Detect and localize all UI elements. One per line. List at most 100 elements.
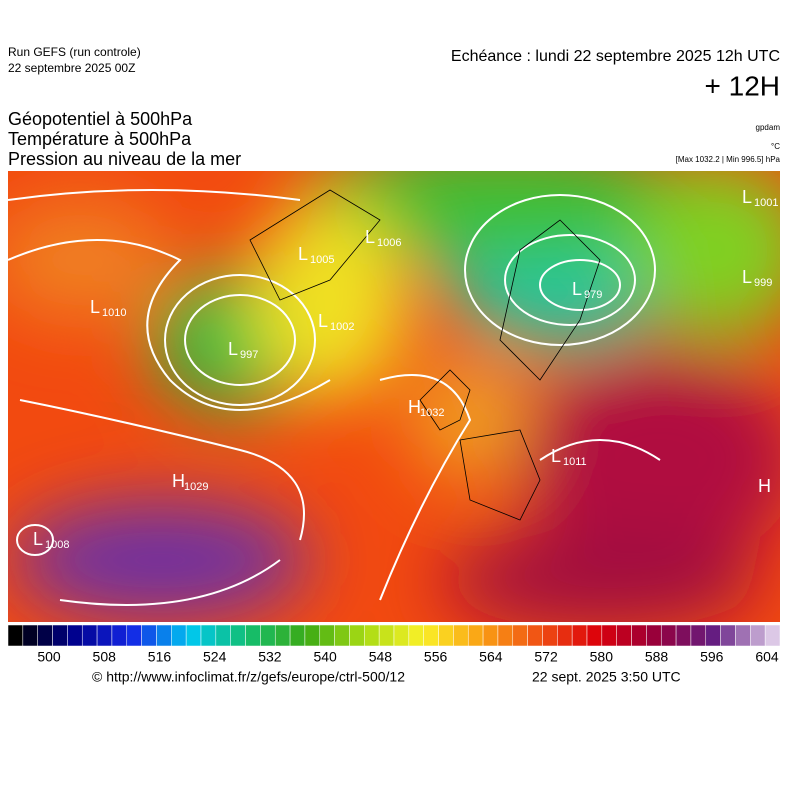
center-value: 997 — [240, 349, 258, 361]
colorbar-swatch — [616, 624, 632, 647]
colorbar-swatch — [52, 624, 68, 647]
colorbar-swatch — [542, 624, 558, 647]
colorbar-swatch — [720, 624, 736, 647]
unit: gpdam — [756, 123, 781, 132]
colorbar-swatch — [156, 624, 172, 647]
lead: + 12H — [705, 70, 781, 101]
colorbar-label: 524 — [203, 649, 227, 665]
center-letter: L — [318, 311, 328, 331]
colorbar-label: 508 — [93, 649, 117, 665]
center-letter: L — [551, 446, 561, 466]
colorbar-swatch — [126, 624, 142, 647]
center-value: 1011 — [563, 456, 587, 468]
colorbar-label: 580 — [590, 649, 614, 665]
run-date: 22 septembre 2025 00Z — [8, 61, 135, 75]
center-letter: L — [572, 279, 582, 299]
colorbar-swatch — [245, 624, 261, 647]
colorbar-swatch — [171, 624, 187, 647]
center-letter: L — [228, 339, 238, 359]
colorbar-swatch — [467, 624, 484, 647]
colorbar-swatch — [527, 624, 543, 647]
title: Température à 500hPa — [8, 129, 192, 149]
colorbar-swatch — [96, 624, 113, 647]
colorbar-swatch — [200, 624, 217, 647]
center-letter: H — [408, 397, 421, 417]
title: Pression au niveau de la mer — [8, 149, 241, 169]
colorbar-swatch — [438, 624, 454, 647]
colorbar-swatch — [586, 624, 603, 647]
colorbar-swatch — [571, 624, 588, 647]
colorbar-swatch — [274, 624, 291, 647]
colorbar-swatch — [512, 624, 528, 647]
colorbar-swatch — [660, 624, 677, 647]
source: © http://www.infoclimat.fr/z/gefs/europe… — [92, 669, 405, 685]
colorbar-swatch — [497, 624, 514, 647]
colorbar-swatch — [601, 624, 617, 647]
colorbar-swatch — [423, 624, 439, 647]
colorbar-swatch — [378, 624, 395, 647]
center-value: 1032 — [420, 407, 444, 419]
center-value: 1005 — [310, 254, 334, 266]
colorbar-label: 556 — [424, 649, 448, 665]
center-letter: H — [758, 476, 771, 496]
colorbar-swatch — [304, 624, 321, 647]
colorbar-swatch — [349, 624, 365, 647]
colorbar-swatch — [675, 624, 692, 647]
colorbar-label: 572 — [534, 649, 558, 665]
center-letter: L — [742, 267, 752, 287]
colorbar-swatch — [185, 624, 202, 647]
center-letter: L — [742, 187, 752, 207]
colorbar-swatch — [111, 624, 128, 647]
unit: [Max 1032.2 | Min 996.5] hPa — [676, 155, 781, 164]
center-letter: L — [365, 227, 375, 247]
colorbar-label: 548 — [369, 649, 393, 665]
center-letter: L — [90, 297, 100, 317]
center-value: 1006 — [377, 237, 401, 249]
center-value: 1029 — [184, 481, 208, 493]
colorbar-label: 596 — [700, 649, 724, 665]
center-value: 979 — [584, 289, 602, 301]
colorbar-swatch — [482, 624, 499, 647]
colorbar-swatch — [141, 624, 157, 647]
colorbar-swatch — [557, 624, 573, 647]
colorbar-swatch — [215, 624, 231, 647]
title: Géopotentiel à 500hPa — [8, 109, 193, 129]
center-letter: L — [33, 529, 43, 549]
colorbar-swatch — [735, 624, 751, 647]
colorbar-label: 540 — [313, 649, 337, 665]
colorbar-swatch — [37, 624, 53, 647]
colorbar-swatch — [67, 624, 83, 647]
colorbar-swatch — [289, 624, 306, 647]
colorbar-swatch — [364, 624, 380, 647]
center-value: 999 — [754, 277, 772, 289]
colorbar-label: 500 — [37, 649, 61, 665]
colorbar-label: 564 — [479, 649, 503, 665]
run: Run GEFS (run controle) — [8, 45, 141, 59]
colorbar-swatch — [453, 624, 469, 647]
center-value: 1001 — [754, 197, 778, 209]
colorbar-swatch — [7, 624, 24, 647]
colorbar-swatch — [393, 624, 410, 647]
colorbar-swatch — [408, 624, 424, 647]
center-letter: L — [298, 244, 308, 264]
colorbar-swatch — [750, 624, 766, 647]
colorbar-swatch — [764, 624, 781, 647]
colorbar: 500 508 516 524 532 540 548 556 564 572 580 588 596 6… — [7, 624, 781, 665]
colorbar-swatch — [81, 624, 98, 647]
colorbar-label: 588 — [645, 649, 669, 665]
colorbar-swatch — [631, 624, 647, 647]
colorbar-swatch — [319, 624, 335, 647]
center-letter: H — [172, 471, 185, 491]
echeance: Echéance : lundi 22 septembre 2025 12h U… — [451, 48, 780, 65]
map — [8, 171, 780, 622]
colorbar-swatch — [230, 624, 246, 647]
colorbar-swatch — [22, 624, 38, 647]
colorbar-swatch — [690, 624, 707, 647]
colorbar-swatch — [705, 624, 721, 647]
colorbar-swatch — [334, 624, 350, 647]
center-value: 1002 — [330, 321, 354, 333]
colorbar-swatch — [260, 624, 276, 647]
colorbar-label: 532 — [258, 649, 282, 665]
unit: °C — [771, 142, 780, 151]
